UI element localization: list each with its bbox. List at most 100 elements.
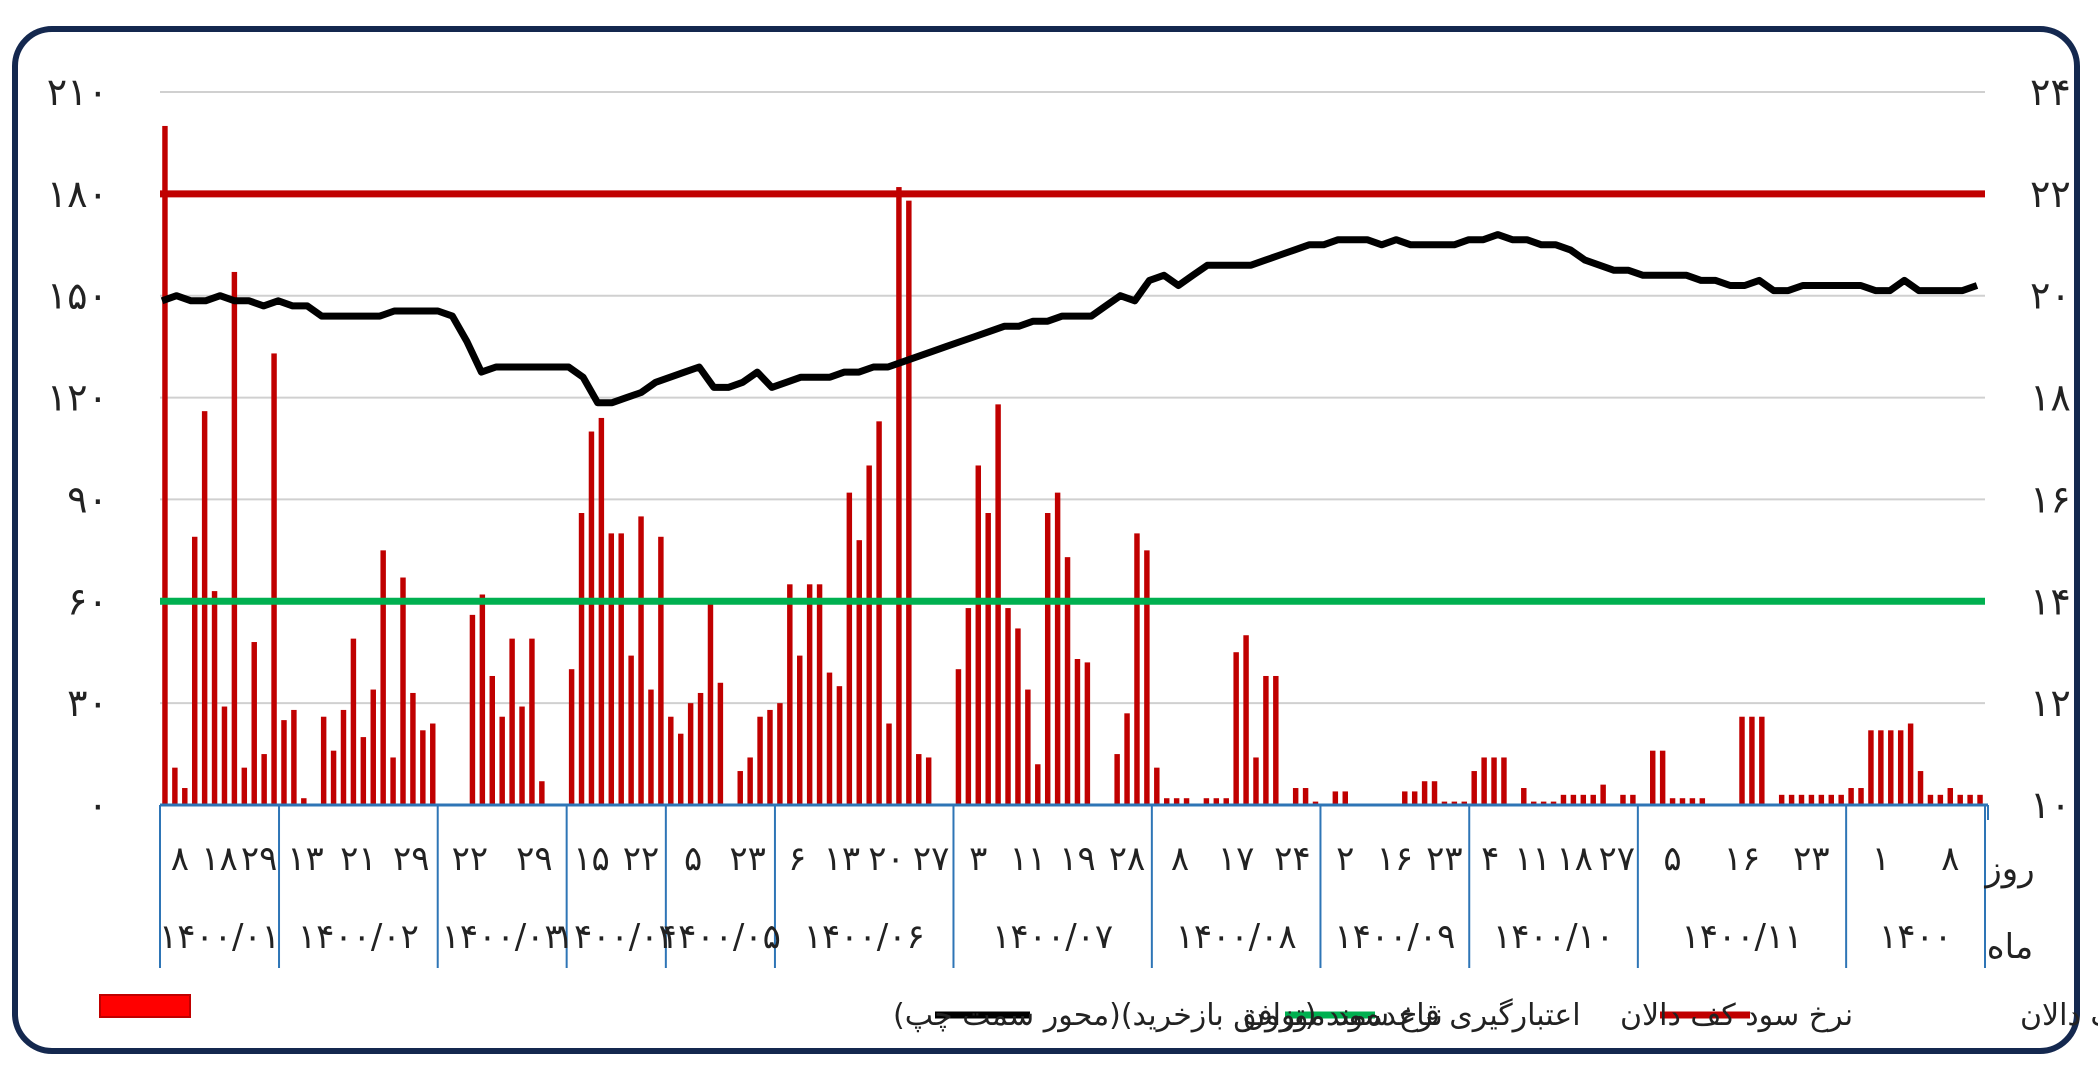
x-day-label: ۱۷ <box>1218 839 1255 879</box>
bar <box>201 411 208 805</box>
right-axis-tick-label: ۲۰ <box>2030 274 2071 318</box>
bar <box>1868 730 1874 805</box>
bar <box>836 686 843 805</box>
bar <box>1114 754 1120 805</box>
x-month-label: ۱۴۰۰/۱۱ <box>1681 917 1802 957</box>
right-axis-tick-label: ۱۴ <box>2030 579 2071 623</box>
x-day-label: ۵ <box>684 839 702 879</box>
legend-label: نرخ سود کف دالان <box>1620 998 1853 1033</box>
bar <box>1828 794 1834 805</box>
bar <box>1015 628 1021 805</box>
x-month-label: ۱۴۰۰/۰۴ <box>556 917 677 957</box>
bar <box>1253 757 1259 805</box>
bar <box>1064 557 1071 805</box>
bar <box>1213 798 1220 805</box>
bar <box>846 492 853 805</box>
bar <box>1778 794 1785 805</box>
bar <box>1163 798 1170 805</box>
bar <box>370 689 376 805</box>
bar <box>1471 771 1477 805</box>
x-month-label: ۱۴۰۰/۰۶ <box>804 917 925 957</box>
bar <box>1144 550 1150 805</box>
bar <box>668 716 674 805</box>
bar <box>499 716 505 805</box>
bar <box>1501 757 1507 805</box>
left-axis-tick-label: ۱۲۰ <box>47 376 108 420</box>
bar <box>1650 750 1656 805</box>
left-axis-tick-label: ۹۰ <box>67 477 108 521</box>
bar <box>1441 801 1448 805</box>
bar <box>1173 798 1180 805</box>
bar <box>1788 794 1795 805</box>
bar <box>707 601 714 805</box>
x-month-label: ۱۴۰۰/۱۰ <box>1493 917 1614 957</box>
left-axis-tick-label: ۳۰ <box>67 681 108 725</box>
bar <box>1431 781 1438 805</box>
x-month-label: ۱۴۰۰/۰۵ <box>660 917 781 957</box>
bar <box>301 798 307 805</box>
bar <box>1025 689 1031 805</box>
bar <box>955 669 962 805</box>
bar <box>1292 788 1299 805</box>
legend-label: نرخ سود موزون <box>1243 998 1443 1033</box>
bar <box>360 737 367 805</box>
right-axis-tick-label: ۱۰ <box>2030 783 2071 827</box>
bar <box>1689 798 1696 805</box>
bar <box>211 591 218 805</box>
x-day-label: ۱۸ <box>201 839 238 879</box>
bar <box>1937 794 1944 805</box>
bar <box>261 754 267 805</box>
bar <box>826 672 833 805</box>
bar-series <box>162 125 1983 806</box>
x-month-label: ۱۴۰۰/۰۸ <box>1176 917 1297 957</box>
x-day-label: ۱۱ <box>1514 839 1551 879</box>
x-day-label: ۸ <box>171 839 189 879</box>
bar <box>1669 798 1676 805</box>
right-axis-ticks: ۱۰ ۱۲ ۱۴ ۱۶ ۱۸ ۲۰ ۲۲ ۲۴ <box>2030 70 2071 827</box>
bar <box>1134 533 1140 805</box>
bar <box>1550 801 1557 805</box>
bar <box>1580 794 1587 805</box>
right-axis-tick-label: ۱۸ <box>2030 376 2071 420</box>
x-day-label: ۳ <box>969 839 987 879</box>
line-series <box>160 190 1985 605</box>
x-day-label: ۱۳ <box>824 839 861 879</box>
bar <box>1679 798 1686 805</box>
x-day-label: ۲ <box>1336 839 1354 879</box>
x-day-label: ۱ <box>1872 839 1890 879</box>
right-axis-tick-label: ۲۴ <box>2030 70 2071 114</box>
bar <box>1035 764 1041 805</box>
bar <box>1967 794 1973 805</box>
x-day-label: ۱۹ <box>1059 839 1096 879</box>
bar <box>241 767 248 805</box>
legend: نرخ سود سقف دالان نرخ سود کف دالان نرخ سود… <box>99 994 2098 1033</box>
bar <box>1749 716 1755 805</box>
bar <box>489 675 495 805</box>
bar <box>687 703 694 805</box>
right-axis-tick-label: ۲۲ <box>2030 172 2071 216</box>
bar <box>925 757 932 805</box>
bar <box>1402 791 1408 805</box>
x-day-label: ۲۷ <box>1599 839 1636 879</box>
bar <box>1273 675 1279 805</box>
bar <box>1907 723 1914 805</box>
bar <box>479 594 486 805</box>
bar <box>588 431 595 805</box>
x-month-label: ۱۴۰۰/۰۳ <box>442 917 563 957</box>
x-month-label: ۱۴۰۰/۰۲ <box>298 917 419 957</box>
bar <box>410 692 416 805</box>
bar <box>1005 608 1011 805</box>
bar <box>1570 794 1577 805</box>
bar <box>777 703 783 805</box>
bar <box>1620 794 1626 805</box>
bar <box>1521 788 1527 805</box>
bar <box>509 638 515 805</box>
x-day-label: ۲۳ <box>1793 839 1830 879</box>
bar <box>1243 635 1249 805</box>
bar <box>1223 798 1229 805</box>
right-axis-tick-label: ۱۲ <box>2030 681 2071 725</box>
bar <box>628 655 634 805</box>
bar <box>886 723 892 805</box>
bar <box>320 716 327 805</box>
